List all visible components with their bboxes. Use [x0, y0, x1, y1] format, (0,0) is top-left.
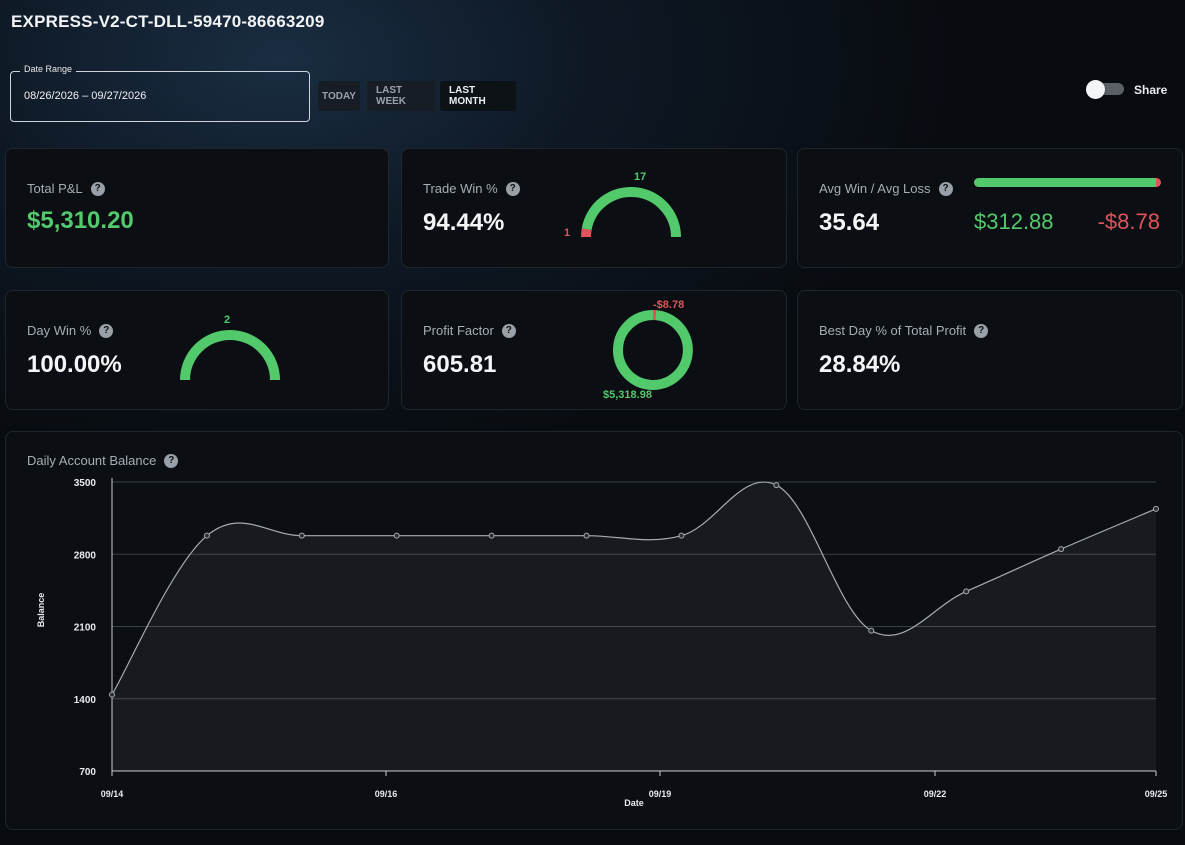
profit-factor-card: Profit Factor ? 605.81 -$8.78 $5,318.98: [401, 290, 787, 410]
day-win-days-count: 2: [224, 314, 231, 326]
best-day-label: Best Day % of Total Profit: [819, 323, 967, 338]
avg-win-loss-ratio: 35.64: [819, 209, 880, 236]
x-tick-label: 09/25: [1145, 789, 1168, 799]
balance-data-point: [678, 532, 685, 539]
y-tick-label: 3500: [74, 478, 97, 489]
share-toggle[interactable]: [1086, 80, 1124, 99]
x-axis-label: Date: [624, 798, 644, 808]
day-win-gauge-win-arc: [180, 330, 280, 381]
total-pnl-value: $5,310.20: [27, 207, 134, 234]
help-icon[interactable]: ?: [974, 323, 989, 338]
balance-data-point: [963, 588, 970, 595]
y-tick-label: 2800: [74, 550, 97, 561]
balance-data-point: [1058, 546, 1065, 553]
trade-win-card: Trade Win % ? 94.44% 17 1: [401, 148, 787, 268]
y-tick-label: 2100: [74, 623, 97, 634]
today-button[interactable]: TODAY: [318, 81, 360, 111]
last-week-button[interactable]: LAST WEEK: [367, 81, 435, 111]
trade-win-wins-count: 17: [634, 171, 647, 183]
balance-data-point: [1153, 505, 1159, 512]
avg-win-value: $312.88: [974, 209, 1054, 234]
date-range-legend: Date Range: [20, 64, 77, 74]
last-month-button[interactable]: LAST MONTH: [440, 81, 516, 111]
x-tick-label: 09/19: [649, 789, 672, 799]
trade-win-value: 94.44%: [423, 209, 505, 236]
y-tick-label: 700: [79, 767, 96, 778]
help-icon[interactable]: ?: [938, 181, 953, 196]
avg-win-bar-fill: [974, 178, 1156, 187]
trade-win-losses-count: 1: [564, 227, 571, 239]
help-icon[interactable]: ?: [505, 181, 520, 196]
day-win-gauge: [180, 330, 280, 381]
profit-factor-label-row: Profit Factor ?: [423, 323, 516, 338]
help-icon[interactable]: ?: [90, 181, 105, 196]
balance-series-line: [111, 481, 1157, 695]
avg-win-loss-card: Avg Win / Avg Loss ? 35.64 $312.88 -$8.7…: [797, 148, 1183, 268]
best-day-label-row: Best Day % of Total Profit ?: [819, 323, 989, 338]
x-tick-label: 09/14: [101, 789, 124, 799]
share-toggle-knob: [1086, 80, 1105, 99]
total-pnl-label-row: Total P&L ?: [27, 181, 105, 196]
help-icon[interactable]: ?: [501, 323, 516, 338]
day-win-label-row: Day Win % ?: [27, 323, 114, 338]
day-win-value: 100.00%: [27, 351, 122, 378]
avg-loss-value: -$8.78: [1097, 209, 1160, 234]
trade-win-gauge-loss-arc: [580, 228, 592, 238]
profit-factor-label: Profit Factor: [423, 323, 494, 338]
balance-data-point: [583, 532, 590, 539]
balance-data-point: [868, 627, 875, 634]
best-day-card: Best Day % of Total Profit ? 28.84%: [797, 290, 1183, 410]
trade-win-gauge-win-arc: [581, 187, 681, 238]
avg-win-loss-bar: [974, 178, 1161, 187]
balance-area-fill: [112, 481, 1156, 771]
balance-data-point: [393, 532, 400, 539]
balance-data-point: [488, 532, 495, 539]
trade-win-label-row: Trade Win % ?: [423, 181, 520, 196]
y-tick-label: 1400: [74, 695, 97, 706]
profit-factor-donut: [613, 310, 693, 390]
y-axis-label: Balance: [36, 593, 46, 628]
balance-data-point: [773, 482, 780, 489]
account-title: EXPRESS-V2-CT-DLL-59470-86663209: [11, 12, 325, 31]
balance-data-point: [203, 532, 210, 539]
profit-factor-gross-loss: -$8.78: [653, 299, 685, 311]
daily-balance-card: Daily Account Balance ? 3500 2800 2100 1400…: [5, 431, 1183, 830]
day-win-card: Day Win % ? 100.00% 2: [5, 290, 389, 410]
profit-factor-profit-arc: [613, 310, 693, 390]
chart-title: Daily Account Balance: [27, 453, 157, 468]
x-tick-label: 09/16: [375, 789, 398, 799]
daily-balance-chart: 3500 2800 2100 1400 700 09/14 09/16 09/19 09/22 0…: [36, 478, 1168, 808]
balance-data-point: [109, 691, 115, 698]
profit-factor-gross-profit: $5,318.98: [603, 389, 652, 401]
help-icon[interactable]: ?: [164, 453, 179, 468]
trade-win-gauge: [580, 187, 681, 238]
day-win-label: Day Win %: [27, 323, 92, 338]
help-icon[interactable]: ?: [99, 323, 114, 338]
total-pnl-label: Total P&L: [27, 181, 83, 196]
date-range-field[interactable]: Date Range 08/26/2026 – 09/27/2026: [10, 64, 310, 122]
share-label: Share: [1134, 83, 1168, 97]
avg-win-loss-label-row: Avg Win / Avg Loss ?: [819, 181, 953, 196]
trade-win-label: Trade Win %: [423, 181, 498, 196]
daily-balance-label-row: Daily Account Balance ?: [27, 453, 179, 468]
best-day-value: 28.84%: [819, 351, 901, 378]
date-range-value: 08/26/2026 – 09/27/2026: [24, 90, 147, 102]
balance-data-point: [298, 532, 305, 539]
profit-factor-value: 605.81: [423, 351, 497, 378]
x-tick-label: 09/22: [924, 789, 947, 799]
total-pnl-card: Total P&L ? $5,310.20: [5, 148, 389, 268]
avg-win-loss-label: Avg Win / Avg Loss: [819, 181, 931, 196]
